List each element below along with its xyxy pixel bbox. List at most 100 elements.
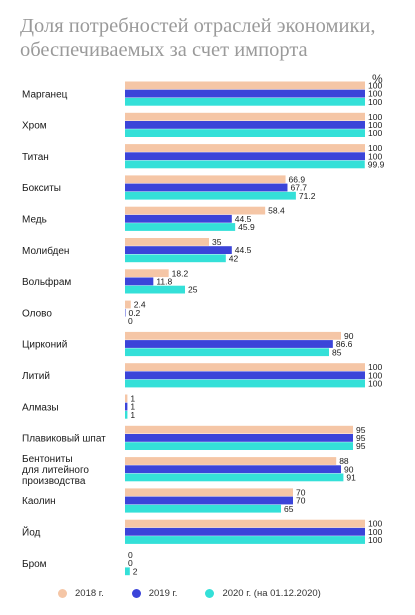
value-label: 58.4 [268, 206, 285, 216]
bar [125, 183, 288, 192]
bar [125, 434, 353, 442]
value-label: 1 [130, 410, 135, 420]
value-label: 35 [212, 237, 222, 247]
bar [125, 504, 281, 513]
value-label: 100 [368, 519, 382, 529]
category-label: Бентониты для литейного производства [22, 454, 89, 487]
bar [125, 81, 365, 90]
value-label: 95 [356, 425, 366, 435]
value-label: 90 [344, 464, 354, 474]
bar [125, 402, 128, 411]
category-label: Алмазы [22, 402, 59, 413]
value-label: 100 [368, 112, 382, 122]
bar [125, 348, 329, 357]
bar [125, 175, 286, 184]
category-label: Титан [22, 152, 49, 163]
bar [125, 331, 341, 340]
bar [125, 527, 365, 536]
value-label: 0 [128, 558, 133, 568]
value-label: 66.9 [289, 174, 306, 184]
bar [125, 238, 209, 246]
unit-label: % [372, 72, 383, 86]
value-label: 1 [130, 402, 135, 412]
bar [125, 223, 236, 231]
bar [125, 379, 365, 388]
bar [125, 425, 353, 434]
value-label: 100 [368, 370, 382, 380]
category-label: Литий [22, 371, 50, 382]
value-label: 88 [339, 456, 349, 466]
value-label: 45.9 [238, 222, 255, 232]
bar [125, 496, 293, 505]
legend-label: 2018 г. [75, 588, 104, 599]
legend-item: 2019 г. [131, 588, 177, 599]
value-label: 11.8 [156, 277, 172, 287]
value-label: 100 [368, 120, 382, 130]
category-label: Цирконий [22, 340, 67, 351]
bar [125, 536, 365, 544]
bar [125, 129, 365, 137]
chart-title: Доля потребностей отраслей экономики, об… [20, 15, 376, 61]
bar [125, 488, 293, 497]
bar [125, 363, 365, 371]
bar [125, 277, 154, 286]
value-label: 90 [344, 331, 354, 341]
legend-item: 2018 г. [58, 588, 104, 599]
value-label: 1 [130, 394, 135, 404]
value-label: 2.4 [134, 300, 146, 310]
value-label: 18.2 [172, 268, 189, 278]
value-label: 0 [128, 316, 133, 326]
category-label: Олово [22, 308, 52, 319]
category-label: Вольфрам [22, 276, 71, 288]
value-label: 100 [368, 143, 382, 153]
value-label: 70 [296, 487, 306, 497]
value-label: 100 [368, 128, 382, 138]
category-label: Бром [22, 559, 47, 570]
value-label: 44.5 [235, 245, 252, 255]
legend-swatch [58, 589, 67, 598]
value-label: 100 [368, 379, 382, 389]
bar [125, 97, 365, 106]
bar [125, 191, 296, 200]
bar [125, 152, 365, 161]
value-label: 65 [284, 504, 294, 514]
bar [125, 394, 128, 403]
bar [125, 473, 344, 482]
bar [125, 214, 232, 223]
bar [125, 371, 365, 380]
value-label: 25 [188, 285, 198, 295]
value-label: 70 [296, 496, 306, 506]
bar [125, 121, 365, 129]
bar [125, 519, 365, 528]
legend-swatch [205, 589, 215, 598]
value-label: 100 [368, 151, 382, 161]
category-label: Каолин [22, 496, 56, 507]
value-label: 0 [128, 550, 133, 560]
legend-swatch [131, 589, 141, 598]
value-label: 0.2 [128, 308, 140, 318]
category-label: Бокситы [22, 183, 61, 194]
value-label: 100 [368, 362, 382, 372]
value-label: 95 [356, 441, 366, 451]
value-label: 100 [368, 81, 382, 91]
value-label: 67.7 [290, 183, 307, 193]
value-label: 85 [332, 347, 342, 357]
category-label: Хром [22, 121, 47, 132]
value-label: 44.5 [235, 214, 252, 224]
bar [125, 246, 232, 254]
value-label: 42 [229, 253, 239, 263]
bar [125, 160, 365, 169]
bar [125, 465, 341, 474]
bar [125, 410, 128, 419]
value-label: 100 [368, 527, 382, 537]
value-label: 91 [346, 473, 356, 483]
value-label: 86.6 [336, 339, 353, 349]
legend-label: 2020 г. (на 01.12.2020) [222, 588, 321, 599]
bar [125, 269, 169, 278]
bar [125, 285, 185, 294]
value-label: 95 [356, 433, 366, 443]
value-label: 99.9 [368, 160, 385, 170]
category-label: Йод [22, 526, 41, 539]
bar [125, 457, 337, 465]
